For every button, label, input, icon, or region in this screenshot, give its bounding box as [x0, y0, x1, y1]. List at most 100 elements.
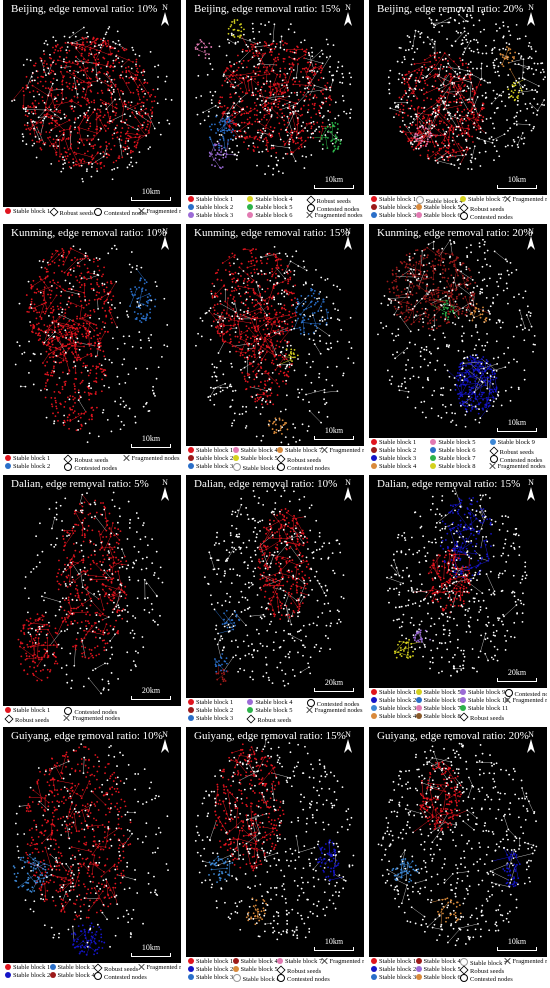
network-node [62, 260, 65, 263]
network-node [417, 30, 420, 33]
network-node [99, 349, 102, 352]
network-node [299, 114, 302, 117]
network-node [107, 252, 110, 255]
network-node [278, 320, 281, 322]
network-node [444, 133, 447, 135]
network-node [22, 90, 25, 93]
network-node [289, 113, 291, 116]
network-node [513, 140, 516, 143]
network-node [228, 129, 231, 131]
network-node [49, 346, 52, 348]
network-node [99, 161, 102, 164]
network-node [229, 96, 231, 99]
network-node [311, 55, 314, 58]
network-node [62, 60, 65, 63]
network-node [407, 114, 409, 117]
network-node [349, 112, 351, 115]
road-edge [233, 98, 241, 108]
network-node [223, 104, 226, 107]
network-node [252, 350, 254, 352]
network-node [44, 312, 46, 315]
network-node [404, 89, 407, 92]
network-node [30, 118, 32, 121]
network-node [482, 13, 485, 16]
network-node [119, 144, 122, 147]
network-node [116, 316, 119, 319]
network-node [138, 331, 141, 333]
network-node [304, 53, 307, 56]
network-node [332, 44, 335, 47]
network-node [258, 151, 260, 154]
network-node [270, 339, 272, 341]
network-node [88, 418, 91, 421]
network-node [214, 123, 216, 126]
network-node [229, 85, 232, 88]
network-node [64, 61, 67, 64]
network-node [127, 81, 130, 84]
network-node [104, 103, 107, 106]
network-node [130, 290, 133, 293]
road-edge [42, 354, 50, 364]
road-edge [263, 109, 272, 117]
network-node [69, 105, 72, 108]
network-node [211, 164, 213, 166]
network-node [481, 118, 484, 121]
network-node [117, 157, 120, 159]
network-node [135, 76, 138, 79]
network-node [28, 372, 30, 374]
network-node [232, 70, 235, 73]
network-node [221, 105, 223, 108]
network-node [291, 321, 294, 323]
network-node [80, 60, 83, 63]
network-node [479, 31, 482, 33]
network-node [89, 392, 92, 395]
network-node [51, 122, 53, 125]
network-node [120, 65, 123, 68]
network-node [252, 279, 255, 282]
network-node [74, 163, 77, 166]
network-node [36, 90, 39, 93]
network-node [253, 312, 256, 315]
network-node [208, 57, 210, 60]
network-node [60, 101, 63, 104]
network-node [87, 116, 90, 119]
network-node [403, 123, 406, 126]
network-node [457, 85, 460, 88]
network-node [38, 275, 41, 278]
network-node [522, 93, 524, 95]
network-node [247, 75, 250, 78]
network-node [451, 83, 454, 85]
network-node [276, 116, 279, 119]
road-edge [84, 82, 90, 99]
network-node [124, 121, 126, 124]
network-node [111, 137, 114, 140]
network-node [110, 84, 113, 86]
network-node [54, 415, 57, 418]
road-edge [44, 331, 56, 343]
network-node [506, 58, 509, 61]
network-node [350, 108, 352, 111]
network-node [246, 49, 249, 52]
network-node [60, 153, 63, 156]
network-node [388, 82, 391, 85]
network-node [155, 377, 158, 380]
network-node [507, 61, 510, 64]
network-node [493, 66, 496, 69]
network-node [114, 307, 116, 309]
network-node [251, 22, 254, 25]
network-node [115, 112, 118, 114]
network-node [124, 67, 127, 69]
network-node [420, 31, 423, 34]
network-node [509, 95, 512, 98]
network-node [99, 298, 102, 301]
network-node [84, 113, 87, 116]
network-node [495, 139, 498, 142]
network-node [502, 47, 505, 50]
network-node [449, 154, 452, 157]
network-node [286, 134, 289, 137]
network-node [240, 114, 242, 117]
network-node [111, 304, 113, 306]
network-node [253, 113, 256, 116]
network-node [403, 56, 406, 58]
network-node [96, 334, 99, 336]
